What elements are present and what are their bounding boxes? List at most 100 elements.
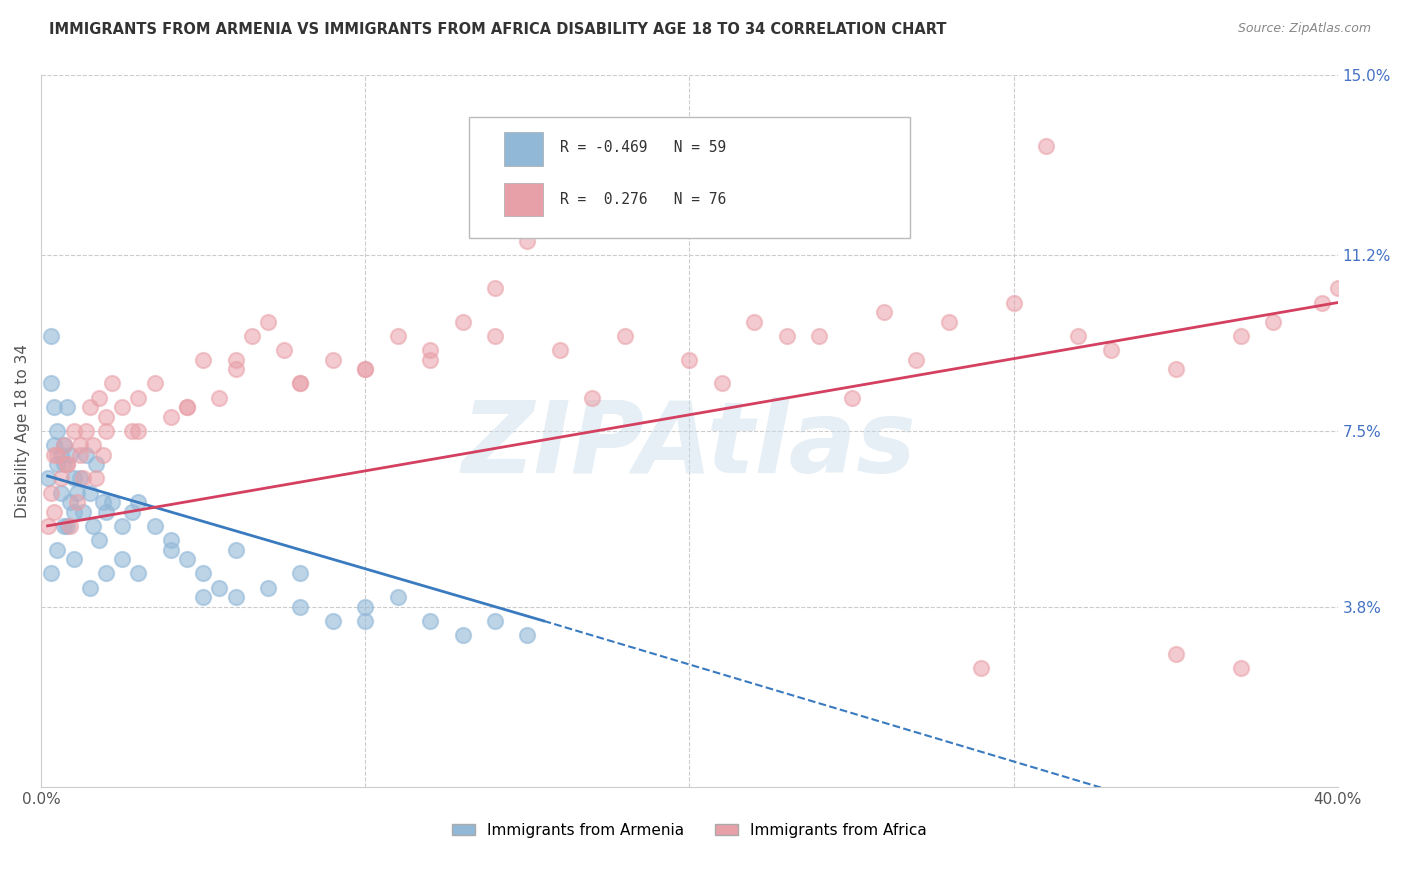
Point xyxy=(176,400,198,414)
Point xyxy=(322,352,344,367)
Text: ZIPAtlas: ZIPAtlas xyxy=(463,397,917,493)
Point xyxy=(1310,295,1333,310)
Point xyxy=(516,628,538,642)
Point xyxy=(143,376,166,391)
Point xyxy=(56,457,79,471)
Point xyxy=(111,519,134,533)
Point xyxy=(49,448,72,462)
Point xyxy=(127,566,149,581)
Point xyxy=(387,328,409,343)
Point xyxy=(678,352,700,367)
Point xyxy=(46,457,69,471)
Point xyxy=(37,471,59,485)
Point xyxy=(91,495,114,509)
Point xyxy=(42,438,65,452)
FancyBboxPatch shape xyxy=(470,117,910,238)
Point xyxy=(89,533,111,547)
Point xyxy=(225,362,247,376)
Text: R = -0.469   N = 59: R = -0.469 N = 59 xyxy=(560,140,725,155)
Point xyxy=(484,614,506,628)
Point xyxy=(581,391,603,405)
Point xyxy=(193,566,215,581)
Point xyxy=(451,314,474,328)
Point xyxy=(645,186,668,201)
Point xyxy=(94,409,117,424)
Point xyxy=(419,352,441,367)
Point xyxy=(208,391,231,405)
Point xyxy=(176,552,198,566)
Point xyxy=(516,234,538,248)
Point xyxy=(76,448,98,462)
Point xyxy=(46,542,69,557)
Point xyxy=(101,376,124,391)
Point xyxy=(84,457,107,471)
Point xyxy=(193,352,215,367)
Point xyxy=(808,328,831,343)
Point xyxy=(1229,328,1251,343)
Point xyxy=(613,328,636,343)
Point xyxy=(548,343,571,357)
Point xyxy=(710,376,733,391)
Point xyxy=(208,581,231,595)
Point xyxy=(1035,138,1057,153)
Point xyxy=(37,519,59,533)
Point xyxy=(62,552,84,566)
Point xyxy=(273,343,295,357)
Point xyxy=(82,438,104,452)
Point xyxy=(354,599,377,614)
Point xyxy=(66,495,89,509)
Point xyxy=(484,328,506,343)
Point xyxy=(193,590,215,604)
Point xyxy=(56,457,79,471)
Point xyxy=(39,566,62,581)
Point xyxy=(905,352,928,367)
Point xyxy=(742,314,765,328)
Point xyxy=(91,448,114,462)
Text: R =  0.276   N = 76: R = 0.276 N = 76 xyxy=(560,192,725,207)
Point xyxy=(1229,661,1251,675)
Point xyxy=(1164,362,1187,376)
Point xyxy=(59,448,82,462)
Point xyxy=(52,457,75,471)
Point xyxy=(127,424,149,438)
Point xyxy=(39,485,62,500)
Point xyxy=(1261,314,1284,328)
Point xyxy=(49,485,72,500)
Point xyxy=(1099,343,1122,357)
Point xyxy=(1067,328,1090,343)
Point xyxy=(225,590,247,604)
Point xyxy=(111,400,134,414)
Point xyxy=(257,314,280,328)
Point xyxy=(451,628,474,642)
Point xyxy=(225,352,247,367)
FancyBboxPatch shape xyxy=(503,132,543,166)
Point xyxy=(290,599,312,614)
Point xyxy=(121,505,143,519)
Y-axis label: Disability Age 18 to 34: Disability Age 18 to 34 xyxy=(15,343,30,518)
Point xyxy=(76,424,98,438)
Point xyxy=(59,519,82,533)
Point xyxy=(1164,647,1187,661)
Point xyxy=(1326,281,1348,295)
Point xyxy=(42,505,65,519)
Point xyxy=(290,566,312,581)
Point xyxy=(62,471,84,485)
Point xyxy=(49,471,72,485)
Point xyxy=(59,495,82,509)
Point xyxy=(143,519,166,533)
Point xyxy=(290,376,312,391)
Point xyxy=(46,424,69,438)
Text: IMMIGRANTS FROM ARMENIA VS IMMIGRANTS FROM AFRICA DISABILITY AGE 18 TO 34 CORREL: IMMIGRANTS FROM ARMENIA VS IMMIGRANTS FR… xyxy=(49,22,946,37)
Point xyxy=(387,590,409,604)
Point xyxy=(69,448,91,462)
Point xyxy=(79,581,101,595)
Point xyxy=(84,471,107,485)
Point xyxy=(52,519,75,533)
Point xyxy=(419,343,441,357)
Point xyxy=(1002,295,1025,310)
Point xyxy=(354,362,377,376)
Point xyxy=(56,400,79,414)
Point xyxy=(776,328,799,343)
Point xyxy=(111,552,134,566)
Point xyxy=(72,505,94,519)
